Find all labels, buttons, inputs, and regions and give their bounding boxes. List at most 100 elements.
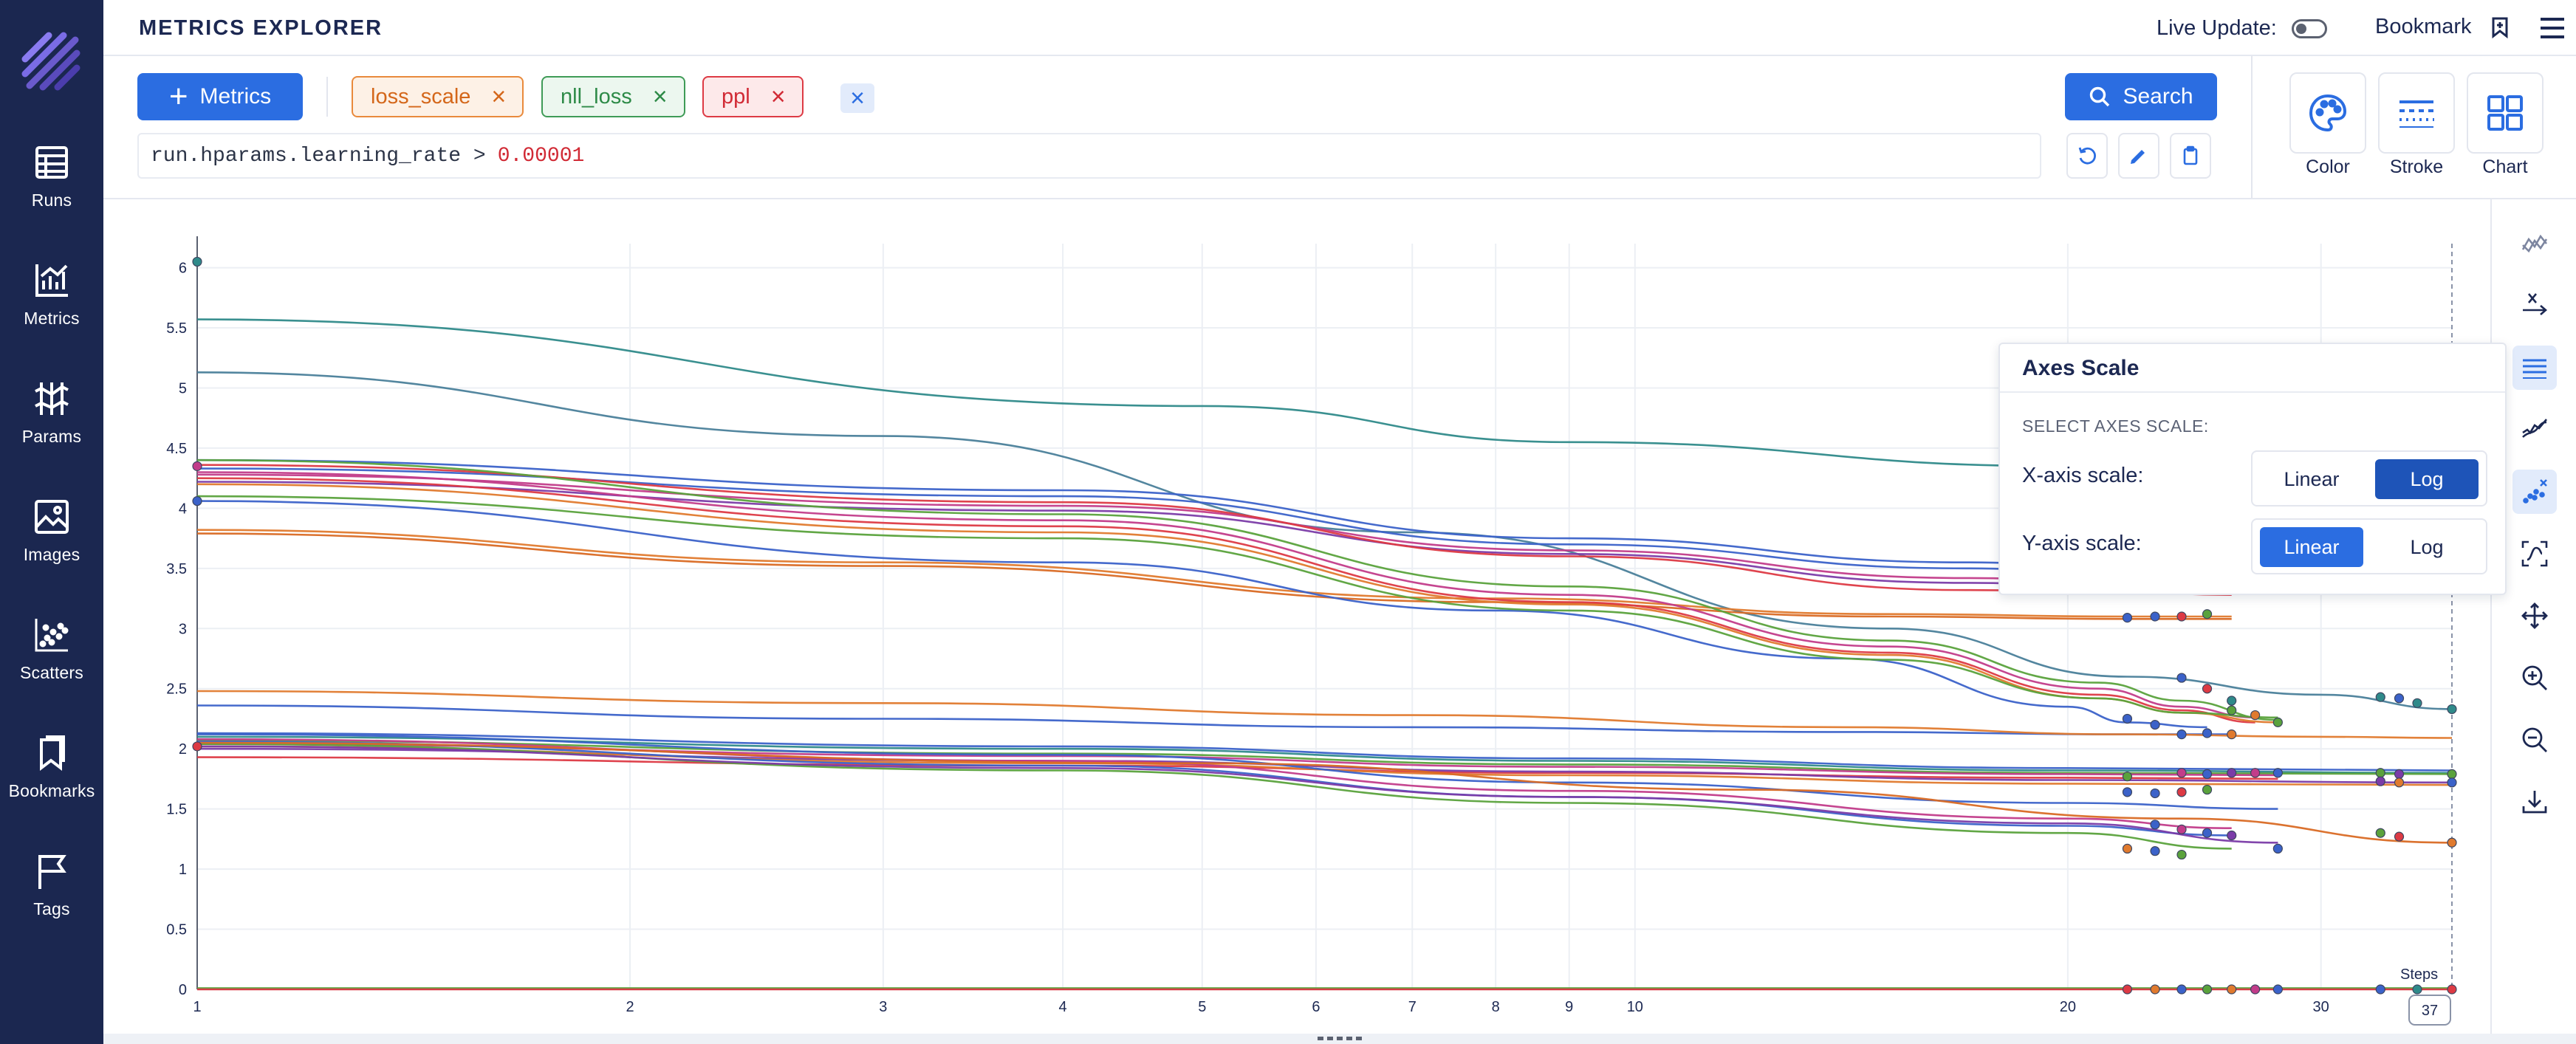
series-point <box>2176 729 2187 740</box>
series-line <box>196 467 2232 577</box>
series-line <box>196 704 2232 735</box>
sidebar-item-label: Params <box>21 426 82 446</box>
clear-all-metrics-button[interactable]: × <box>840 83 874 113</box>
series-point <box>2176 824 2187 834</box>
menu-icon[interactable] <box>2538 15 2567 41</box>
series-point <box>2122 613 2133 623</box>
series-point <box>2412 984 2422 995</box>
current-step-label: 37 <box>2422 1003 2438 1019</box>
close-icon[interactable]: × <box>770 83 786 111</box>
series-point <box>2150 846 2160 856</box>
series-point <box>192 741 202 752</box>
sidebar-item-runs[interactable]: Runs <box>0 124 103 227</box>
x-tick-label: 4 <box>1059 999 1067 1015</box>
resize-handle[interactable] <box>1318 1037 1362 1041</box>
color-control-button[interactable] <box>2289 72 2366 154</box>
series-point <box>2150 720 2160 730</box>
metric-chip-loss-scale: loss_scale × <box>352 76 524 117</box>
chart-tools <box>2490 198 2576 1035</box>
search-button[interactable]: Search <box>2065 73 2217 120</box>
series-line <box>196 735 2453 775</box>
y-tick-label: 2 <box>179 741 187 758</box>
series-line <box>196 532 2232 620</box>
query-text: run.hparams.learning_rate > <box>151 144 486 168</box>
download-icon <box>2522 791 2547 814</box>
smoothing-tool[interactable] <box>2512 408 2557 452</box>
zoom-in-tool[interactable] <box>2512 656 2557 700</box>
copy-query-button[interactable] <box>2170 133 2211 179</box>
series-point <box>2375 768 2385 778</box>
series-point <box>2176 984 2187 995</box>
grid-layout-icon <box>2487 95 2523 131</box>
x-axis-linear-button[interactable]: Linear <box>2284 467 2340 490</box>
series-point <box>2150 788 2160 799</box>
sidebar-item-scatters[interactable]: Scatters <box>0 597 103 700</box>
x-axis-alignment-tool[interactable] <box>2512 284 2557 328</box>
sidebar-item-metrics[interactable]: Metrics <box>0 242 103 346</box>
sidebar-item-label: Metrics <box>24 308 80 328</box>
zoom-out-tool[interactable] <box>2512 718 2557 762</box>
series-point <box>2394 777 2405 788</box>
sidebar-item-label: Tags <box>33 899 70 918</box>
series-line <box>196 495 2278 719</box>
series-point <box>2150 611 2160 622</box>
edit-query-button[interactable] <box>2118 133 2159 179</box>
y-axis-linear-button[interactable]: Linear <box>2260 527 2363 567</box>
reset-query-button[interactable] <box>2066 133 2108 179</box>
sidebar-item-images[interactable]: Images <box>0 478 103 582</box>
axes-scale-icon <box>2523 359 2546 379</box>
y-axis-scale-label: Y-axis scale: <box>2022 532 2142 555</box>
x-axis-log-button[interactable]: Log <box>2375 459 2479 499</box>
ignore-outliers-tool[interactable] <box>2512 470 2557 514</box>
app-logo[interactable] <box>19 30 81 92</box>
curve-interpolation-tool[interactable] <box>2512 532 2557 576</box>
metrics-chart[interactable]: 0 0.5 1 1.5 2 2.5 3 3.5 4 4.5 5 5.5 6 1 2 3 4 5 6 7 8 9 10 20 30… <box>103 199 2490 1037</box>
series-point <box>2122 772 2133 782</box>
series-point <box>2202 784 2213 795</box>
sidebar-item-params[interactable]: Params <box>0 360 103 464</box>
series-point <box>192 256 202 267</box>
x-axis-scale-label: X-axis scale: <box>2022 464 2144 487</box>
stroke-control-button[interactable] <box>2378 72 2455 154</box>
curve-icon <box>2521 540 2548 567</box>
series-point <box>2227 984 2237 995</box>
divider <box>326 77 328 117</box>
series-point <box>2122 984 2133 995</box>
series-point <box>2176 849 2187 860</box>
close-icon[interactable]: × <box>491 83 507 111</box>
export-tool[interactable] <box>2512 780 2557 824</box>
series-point <box>2176 787 2187 797</box>
y-tick-label: 0.5 <box>166 922 187 938</box>
current-step-badge: 37 <box>2408 995 2451 1026</box>
series-point <box>2227 696 2237 706</box>
move-tool[interactable] <box>2512 594 2557 638</box>
series-point <box>2375 692 2385 702</box>
live-update-toggle[interactable] <box>2291 18 2327 38</box>
page-title: METRICS EXPLORER <box>139 16 383 40</box>
series-point <box>2250 768 2261 778</box>
stroke-control-label: Stroke <box>2389 157 2444 177</box>
highlight-mode-tool[interactable] <box>2512 221 2557 266</box>
axes-scale-tool[interactable] <box>2512 346 2557 390</box>
series-point <box>2202 609 2213 619</box>
chart-control-button[interactable] <box>2467 72 2544 154</box>
x-tick-label: 1 <box>193 999 201 1015</box>
bookmark-icon <box>40 735 65 771</box>
sidebar-item-tags[interactable]: Tags <box>0 833 103 936</box>
reset-icon <box>2078 147 2096 165</box>
y-axis-log-button[interactable]: Log <box>2410 535 2444 558</box>
plus-icon: + <box>168 78 188 114</box>
series-point <box>2227 830 2237 841</box>
add-metrics-button[interactable]: + Metrics <box>137 73 303 120</box>
query-input[interactable]: run.hparams.learning_rate > 0.00001 <box>137 133 2041 179</box>
series-line <box>196 477 2255 724</box>
series-point <box>2394 693 2405 704</box>
color-control-label: Color <box>2306 157 2350 177</box>
close-icon[interactable]: × <box>652 83 668 111</box>
zoom-in-icon <box>2522 665 2547 690</box>
metrics-chart-area[interactable]: 0 0.5 1 1.5 2 2.5 3 3.5 4 4.5 5 5.5 6 1 2 3 4 5 6 7 8 9 10 20 30… <box>103 198 2490 1035</box>
bookmark-button[interactable]: Bookmark <box>2375 15 2512 39</box>
series-line <box>196 732 2453 772</box>
series-point <box>2250 710 2261 721</box>
sidebar-item-bookmarks[interactable]: Bookmarks <box>0 715 103 818</box>
